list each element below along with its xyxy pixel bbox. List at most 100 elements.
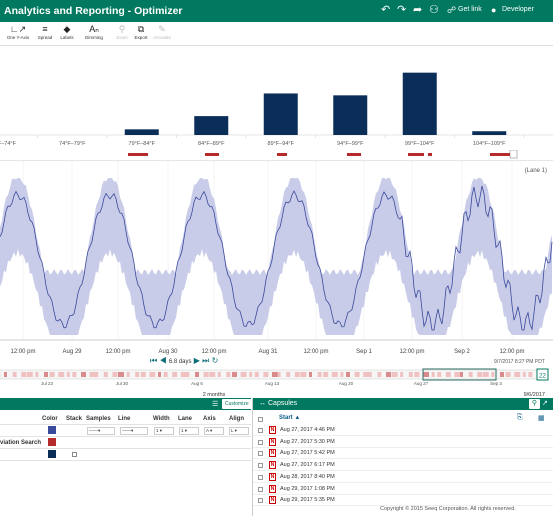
zoom-button[interactable]: ⚲ Zoom: [107, 23, 137, 40]
overview-capsule-mark: [163, 372, 168, 377]
condition-capsule[interactable]: [128, 153, 148, 156]
refresh-icon[interactable]: ↻: [211, 356, 219, 365]
overview-capsule-mark: [140, 372, 146, 377]
overview-capsule-mark: [12, 372, 17, 377]
series-color-swatch[interactable]: [48, 438, 56, 446]
histogram-category-label: 74°F–79°F: [59, 141, 86, 147]
dimming-button[interactable]: Aₙ Dimming: [79, 23, 109, 40]
capsule-checkbox[interactable]: [258, 463, 263, 469]
capsule-row[interactable]: N Aug 28, 2017 8:40 PM: [253, 472, 553, 483]
overview-capsule-mark: [340, 372, 344, 377]
overview-capsule-mark: [300, 372, 307, 377]
column-lane[interactable]: Lane: [178, 416, 193, 422]
overview-strip[interactable]: 22 Jul 23 Jul 30 Aug 6 Aug 13 Aug 20 Aug 27 Se…: [0, 368, 553, 398]
capsule-checkbox[interactable]: [258, 451, 263, 457]
overview-capsule-mark: [460, 372, 463, 377]
stack-checkbox[interactable]: [72, 452, 77, 457]
capsule-checkbox[interactable]: [258, 498, 263, 504]
condition-capsule[interactable]: [347, 153, 361, 156]
customize-button[interactable]: Customize: [222, 399, 252, 409]
condition-capsule[interactable]: [408, 153, 424, 156]
step-forward-icon[interactable]: ⏭: [202, 356, 210, 365]
collapse-icon[interactable]: ↔: [259, 400, 266, 407]
capsule-row[interactable]: N Aug 27, 2017 5:30 PM: [253, 437, 553, 448]
width-select[interactable]: 1 ▾: [154, 427, 174, 435]
overview-capsule-mark: [217, 372, 221, 377]
get-link-button[interactable]: Get link: [458, 6, 482, 13]
histogram-bar[interactable]: [402, 72, 437, 135]
export-button[interactable]: ⧉ Export: [126, 23, 156, 40]
trend-x-tick-label: Aug 29: [62, 349, 82, 355]
condition-capsule[interactable]: [205, 153, 219, 156]
play-back-icon[interactable]: ◀: [159, 356, 167, 365]
users-icon[interactable]: ⚇: [429, 4, 439, 16]
capsule-start-time: Aug 28, 2017 8:40 PM: [280, 473, 335, 480]
spread-button[interactable]: ≡ Spread: [30, 23, 60, 40]
capsule-row[interactable]: N Aug 27, 2017 4:46 PM: [253, 425, 553, 436]
labels-button[interactable]: ◆ Labels: [52, 23, 82, 40]
series-color-swatch[interactable]: [48, 450, 56, 458]
condition-badge[interactable]: [509, 150, 518, 159]
one-y-axis-button[interactable]: ∟↗ One Y-Axis: [3, 23, 33, 40]
expand-icon[interactable]: ↗: [542, 400, 548, 407]
capsule-row[interactable]: N Aug 27, 2017 5:42 PM: [253, 448, 553, 460]
histogram-category-label: 84°F–89°F: [198, 141, 225, 147]
play-forward-icon[interactable]: ▶: [193, 356, 200, 365]
range-selector[interactable]: [422, 368, 497, 381]
histogram-bar[interactable]: [263, 93, 298, 135]
calendar-icon[interactable]: [536, 368, 549, 381]
histogram-bar[interactable]: [333, 95, 368, 135]
redo-icon[interactable]: ↷: [397, 4, 407, 16]
overview-tick-label: Aug 6: [191, 381, 203, 386]
column-line[interactable]: Line: [118, 416, 131, 422]
align-select[interactable]: L ▾: [229, 427, 249, 435]
capsule-checkbox[interactable]: [258, 486, 263, 492]
user-menu[interactable]: Developer: [502, 6, 534, 13]
lane-select[interactable]: 1 ▾: [179, 427, 199, 435]
trend-chart[interactable]: (Lane 1) 12:00 pm Aug 29 12:00 pm Aug 30 12:…: [0, 160, 553, 356]
capsule-checkbox[interactable]: [258, 439, 263, 445]
histogram-bar[interactable]: [124, 129, 159, 135]
column-align[interactable]: Align: [229, 416, 244, 422]
condition-capsule[interactable]: [277, 153, 287, 156]
capsule-doc-icon: N: [269, 472, 276, 481]
labels-icon: ◆: [63, 24, 71, 34]
condition-capsule[interactable]: [428, 153, 432, 156]
axis-select[interactable]: A ▾: [204, 427, 224, 435]
duration-label[interactable]: 6.8 days: [168, 359, 192, 365]
step-back-icon[interactable]: ⏮: [150, 356, 158, 365]
end-time-label[interactable]: 9/7/2017 8:27 PM PDT: [494, 359, 545, 365]
capsule-checkbox[interactable]: [258, 428, 263, 433]
samples-select[interactable]: ——▾: [87, 427, 115, 435]
series-name: viation Search: [0, 440, 42, 446]
undo-icon[interactable]: ↶: [381, 4, 391, 16]
column-color[interactable]: Color: [42, 416, 58, 422]
capsule-start-time: Aug 29, 2017 1:08 PM: [280, 485, 335, 492]
capsules-table-icon[interactable]: ▦: [538, 415, 545, 422]
overview-capsule-mark: [500, 372, 504, 377]
link-icon[interactable]: ☍: [447, 5, 457, 15]
column-stack[interactable]: Stack: [66, 416, 83, 422]
column-samples[interactable]: Samples: [86, 416, 111, 422]
capsule-checkbox[interactable]: [258, 474, 263, 480]
series-color-swatch[interactable]: [48, 426, 56, 434]
zoom-icon: ⚲: [118, 24, 126, 34]
histogram-bar[interactable]: [472, 131, 507, 135]
capsules-action-icon[interactable]: ⎘: [517, 414, 523, 421]
annotate-button[interactable]: ✎ Annotate: [147, 23, 177, 40]
search-icon[interactable]: ⚲: [529, 399, 540, 409]
overview-capsule-mark: [294, 372, 300, 377]
overview-capsule-mark: [35, 372, 39, 377]
histogram-bar[interactable]: [194, 116, 229, 135]
start-column-header[interactable]: Start ▲: [279, 415, 301, 421]
condition-capsule[interactable]: [490, 153, 510, 156]
share-icon[interactable]: ➦: [413, 4, 423, 16]
trend-series-line[interactable]: [0, 185, 553, 331]
select-all-checkbox[interactable]: [258, 417, 263, 422]
capsule-row[interactable]: N Aug 29, 2017 5:35 PM: [253, 495, 553, 507]
column-axis[interactable]: Axis: [203, 416, 216, 422]
column-width[interactable]: Width: [153, 416, 170, 422]
line-select[interactable]: ——▾: [120, 427, 148, 435]
capsule-row[interactable]: N Aug 27, 2017 6:17 PM: [253, 460, 553, 472]
capsule-row[interactable]: N Aug 29, 2017 1:08 PM: [253, 484, 553, 495]
